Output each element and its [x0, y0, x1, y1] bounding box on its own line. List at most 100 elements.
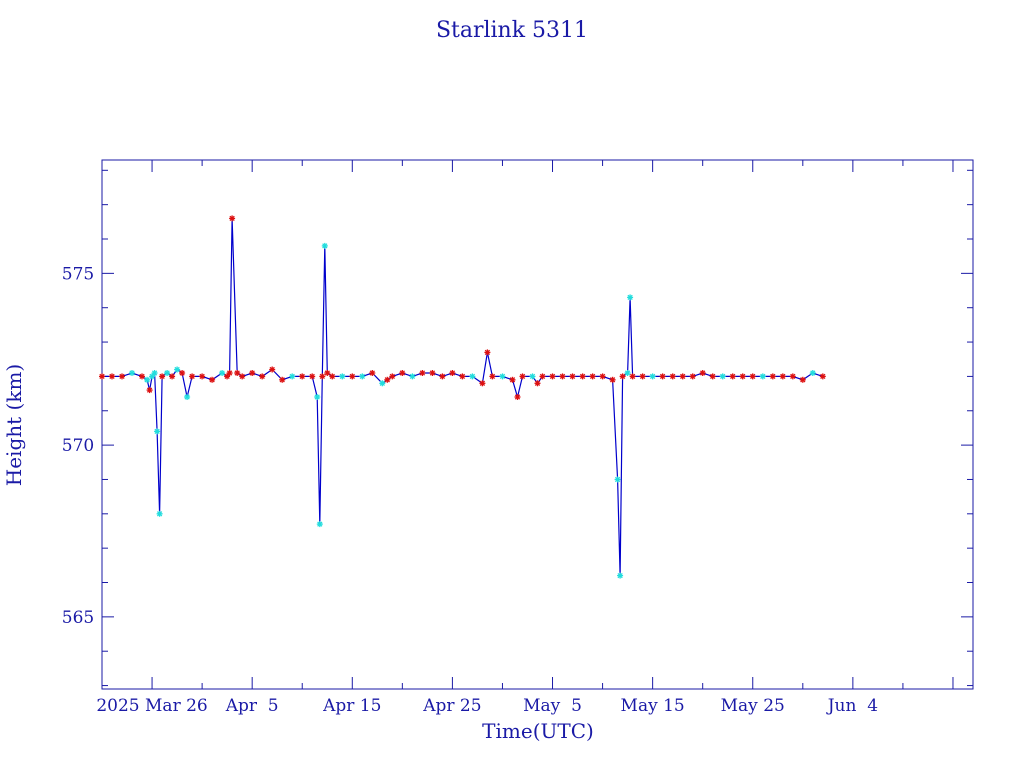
data-point — [459, 373, 466, 380]
data-point — [779, 373, 786, 380]
data-point — [226, 370, 233, 376]
data-point — [639, 373, 646, 380]
series-line — [102, 218, 823, 576]
data-point — [299, 373, 306, 380]
data-point — [569, 373, 576, 380]
data-point — [144, 376, 151, 383]
data-point — [619, 373, 626, 380]
data-point — [384, 376, 391, 383]
data-point — [159, 373, 166, 380]
x-tick-label: Apr 5 — [225, 696, 279, 716]
x-axis-label: Time(UTC) — [482, 719, 594, 743]
data-point — [199, 373, 206, 380]
data-point — [139, 373, 145, 380]
y-tick-label: 570 — [62, 436, 94, 456]
data-point — [99, 373, 105, 380]
x-tick-label: May 15 — [621, 696, 685, 716]
data-point — [479, 380, 486, 387]
plot-frame — [101, 159, 974, 690]
data-point — [614, 476, 621, 483]
y-axis-label: Height (km) — [2, 364, 26, 486]
data-point — [389, 373, 396, 380]
x-tick-label: 2025 Mar 26 — [96, 696, 207, 716]
data-point — [617, 572, 624, 579]
data-point — [819, 373, 826, 380]
data-point — [151, 370, 158, 376]
x-axis: 2025 Mar 26 Apr 5 Apr 15 Apr 25 May 5 May 15 M… — [96, 160, 954, 716]
chart-title: Starlink 5311 — [436, 18, 588, 43]
data-point — [629, 373, 636, 380]
x-tick-label: May 5 — [523, 696, 582, 716]
data-point — [309, 373, 316, 380]
data-point — [164, 370, 171, 376]
data-point — [239, 373, 246, 380]
data-point — [259, 373, 266, 380]
data-point — [439, 373, 446, 380]
data-point — [146, 387, 153, 394]
data-point — [789, 373, 796, 380]
data-point — [249, 370, 256, 376]
data-point — [749, 373, 756, 380]
data-point — [379, 380, 386, 387]
x-tick-label: Jun 4 — [826, 696, 878, 716]
data-point — [509, 376, 516, 383]
data-point — [119, 373, 125, 380]
y-tick-label: 565 — [62, 608, 94, 628]
data-point — [339, 373, 346, 380]
data-point — [189, 373, 196, 380]
data-point — [224, 373, 231, 380]
data-point — [109, 373, 115, 380]
data-point — [314, 394, 321, 400]
data-point — [234, 370, 241, 376]
data-point — [324, 370, 331, 376]
data-point — [759, 373, 766, 380]
data-point — [599, 373, 606, 380]
data-point — [589, 373, 596, 380]
data-point — [709, 373, 716, 380]
data-point — [279, 376, 286, 383]
data-point — [321, 242, 328, 249]
data-point — [484, 349, 491, 356]
data-point — [699, 370, 706, 376]
data-point — [534, 380, 541, 387]
data-point — [316, 521, 323, 528]
data-point — [179, 370, 186, 376]
data-point — [519, 373, 526, 380]
data-point — [156, 510, 163, 517]
data-point — [489, 373, 496, 380]
data-point — [539, 373, 546, 380]
data-point — [399, 370, 406, 376]
data-point — [209, 376, 216, 383]
data-point — [169, 373, 176, 380]
data-point — [649, 373, 656, 380]
data-point — [184, 394, 191, 400]
data-point — [269, 366, 276, 373]
data-point — [289, 373, 296, 380]
data-point — [609, 376, 616, 383]
data-point — [669, 373, 676, 380]
data-point — [549, 373, 556, 380]
data-point — [319, 373, 326, 380]
data-point — [689, 373, 696, 380]
data-point — [359, 373, 366, 380]
data-point — [659, 373, 666, 380]
data-point — [627, 294, 634, 301]
data-point — [154, 428, 161, 435]
data-point — [514, 394, 521, 400]
data-point — [369, 370, 376, 376]
data-point — [529, 373, 536, 380]
x-tick-label: Apr 25 — [422, 696, 481, 716]
x-tick-label: May 25 — [721, 696, 785, 716]
data-point — [174, 366, 181, 373]
data-point — [449, 370, 456, 376]
data-point — [729, 373, 736, 380]
data-point — [129, 370, 135, 376]
x-tick-label: Apr 15 — [322, 696, 381, 716]
data-point — [559, 373, 566, 380]
data-point — [579, 373, 586, 380]
data-point — [429, 370, 436, 376]
data-point — [769, 373, 776, 380]
series-height — [99, 215, 826, 579]
data-point — [799, 376, 806, 383]
data-point — [229, 215, 236, 222]
